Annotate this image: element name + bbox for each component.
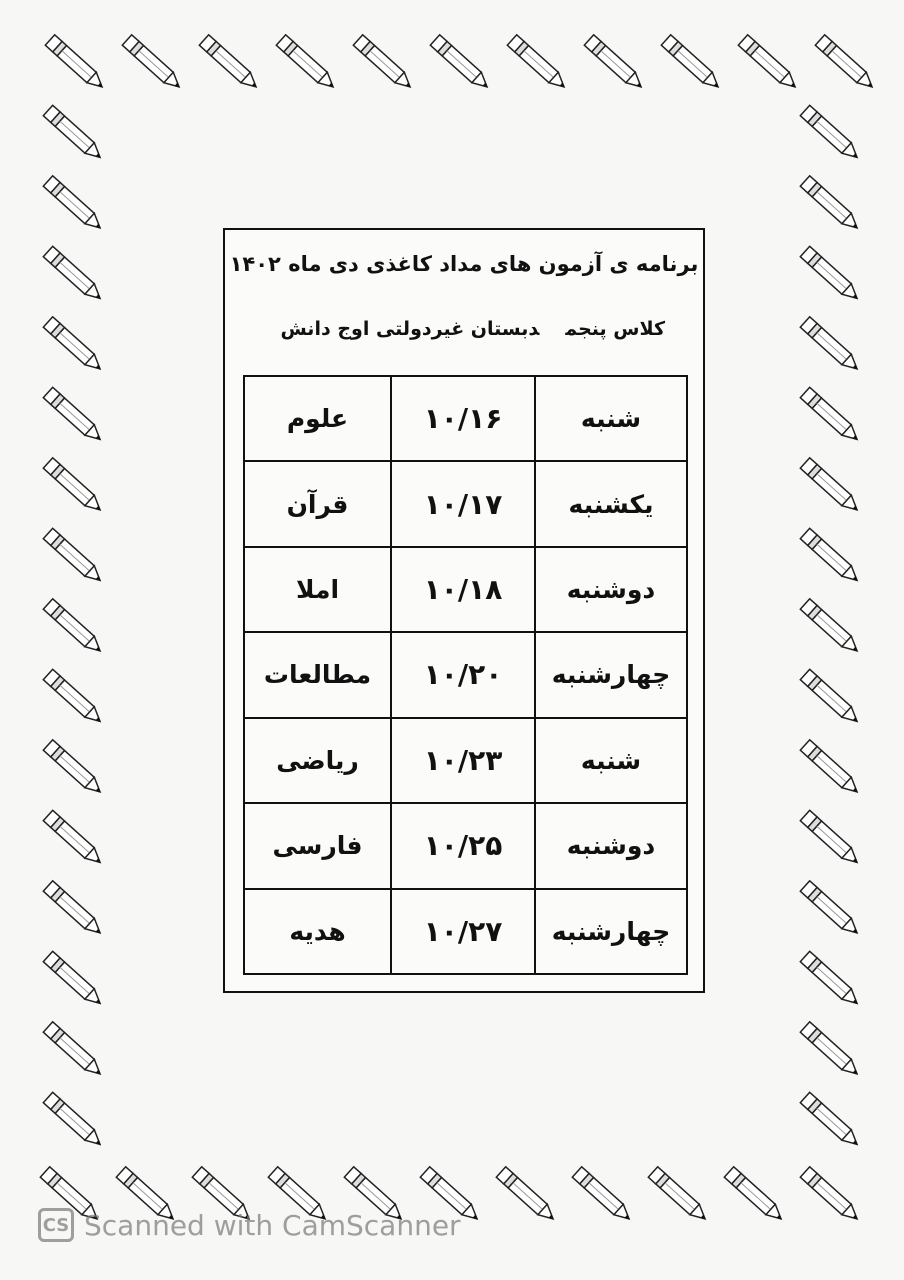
pencil xyxy=(799,457,864,517)
schedule-box: برنامه ی آزمون های مداد کاغذی دی ماه ۱۴۰… xyxy=(223,228,705,993)
pencil xyxy=(429,34,494,94)
pencil xyxy=(275,34,340,94)
pencil xyxy=(799,527,864,587)
pencil xyxy=(44,34,109,94)
pencil xyxy=(814,34,879,94)
pencil xyxy=(198,34,263,94)
pencil xyxy=(352,34,417,94)
pencil xyxy=(42,245,107,305)
pencil xyxy=(723,1166,788,1226)
cell-subject: قرآن xyxy=(243,460,392,548)
pencil xyxy=(583,34,648,94)
pencil xyxy=(42,668,107,728)
pencil xyxy=(799,668,864,728)
pencil xyxy=(799,1166,864,1226)
pencil xyxy=(42,457,107,517)
pencil xyxy=(506,34,571,94)
schedule-table: شنبه ۱۰/۱۶ علوم یکشنبه ۱۰/۱۷ قرآن دوشنبه ۱۰/۱۸ ا… xyxy=(243,374,688,976)
pencil xyxy=(799,386,864,446)
pencil xyxy=(799,316,864,376)
pencil xyxy=(799,598,864,658)
cell-date: ۱۰/۲۵ xyxy=(390,802,536,890)
pencil xyxy=(495,1166,560,1226)
class-name: کلاس پنجم xyxy=(565,318,665,340)
cell-day: دوشنبه xyxy=(534,545,688,634)
pencil xyxy=(42,104,107,164)
pencil xyxy=(799,739,864,799)
cell-subject: املا xyxy=(243,545,392,634)
cell-date: ۱۰/۱۶ xyxy=(390,374,536,463)
watermark: CS Scanned with CamScanner xyxy=(38,1208,461,1242)
cell-date: ۱۰/۲۳ xyxy=(390,716,536,805)
cell-day: یکشنبه xyxy=(534,460,688,548)
table-row: شنبه ۱۰/۱۶ علوم xyxy=(243,374,688,463)
table-row: دوشنبه ۱۰/۱۸ املا xyxy=(243,545,688,634)
cell-subject: فارسی xyxy=(243,802,392,890)
pencil xyxy=(42,598,107,658)
pencil xyxy=(571,1166,636,1226)
school-name: دبستان غیردولتی اوج دانش xyxy=(280,318,540,340)
table-row: دوشنبه ۱۰/۲۵ فارسی xyxy=(243,802,688,890)
cell-date: ۱۰/۲۷ xyxy=(390,887,536,976)
pencil xyxy=(42,1091,107,1151)
table-row: چهارشنبه ۱۰/۲۷ هدیه xyxy=(243,887,688,976)
subtitle: کلاس پنجم دبستان غیردولتی اوج دانش xyxy=(280,318,665,340)
cell-day: چهارشنبه xyxy=(534,887,688,976)
title: برنامه ی آزمون های مداد کاغذی دی ماه ۱۴۰… xyxy=(229,252,699,276)
cell-day: دوشنبه xyxy=(534,802,688,890)
table-row: یکشنبه ۱۰/۱۷ قرآن xyxy=(243,460,688,548)
cell-day: شنبه xyxy=(534,716,688,805)
cell-day: شنبه xyxy=(534,374,688,463)
pencil xyxy=(799,1021,864,1081)
pencil xyxy=(799,175,864,235)
pencil xyxy=(121,34,186,94)
pencil xyxy=(799,880,864,940)
pencil xyxy=(42,527,107,587)
pencil xyxy=(737,34,802,94)
watermark-logo: CS xyxy=(38,1208,74,1242)
pencil xyxy=(42,175,107,235)
cell-date: ۱۰/۱۷ xyxy=(390,460,536,548)
cell-subject: هدیه xyxy=(243,887,392,976)
cell-subject: مطالعات xyxy=(243,631,392,719)
pencil xyxy=(799,809,864,869)
pencil xyxy=(42,1021,107,1081)
table-row: شنبه ۱۰/۲۳ ریاضی xyxy=(243,716,688,805)
pencil xyxy=(42,316,107,376)
cell-date: ۱۰/۲۰ xyxy=(390,631,536,719)
cell-date: ۱۰/۱۸ xyxy=(390,545,536,634)
pencil xyxy=(799,245,864,305)
pencil xyxy=(42,809,107,869)
pencil xyxy=(799,950,864,1010)
table-row: چهارشنبه ۱۰/۲۰ مطالعات xyxy=(243,631,688,719)
pencil xyxy=(42,950,107,1010)
cell-day: چهارشنبه xyxy=(534,631,688,719)
pencil xyxy=(799,1091,864,1151)
cell-subject: ریاضی xyxy=(243,716,392,805)
cell-subject: علوم xyxy=(243,374,392,463)
pencil xyxy=(42,880,107,940)
pencil xyxy=(42,739,107,799)
pencil xyxy=(647,1166,712,1226)
pencil xyxy=(660,34,725,94)
pencil xyxy=(42,386,107,446)
watermark-text: Scanned with CamScanner xyxy=(84,1208,461,1242)
pencil xyxy=(799,104,864,164)
